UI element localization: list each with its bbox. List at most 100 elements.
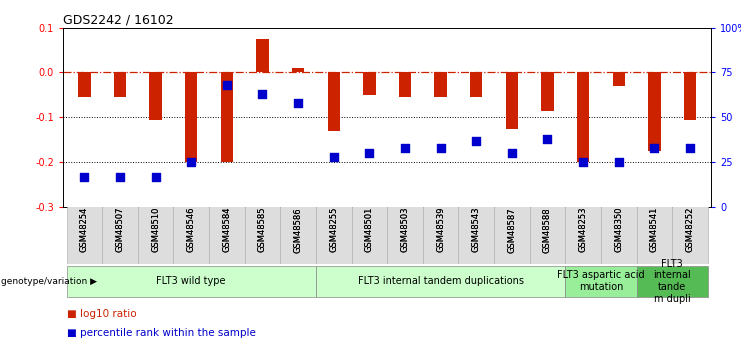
- Text: GSM48255: GSM48255: [329, 207, 338, 253]
- Text: GSM48543: GSM48543: [472, 207, 481, 253]
- Point: [648, 145, 660, 150]
- Bar: [209, 204, 245, 264]
- Bar: [470, 72, 482, 97]
- Text: GSM48541: GSM48541: [650, 207, 659, 253]
- Bar: [316, 204, 351, 264]
- Text: GSM48510: GSM48510: [151, 207, 160, 253]
- Bar: [256, 39, 269, 72]
- Bar: [173, 204, 209, 264]
- Bar: [138, 204, 173, 264]
- Text: GSM48585: GSM48585: [258, 207, 267, 253]
- Text: GSM48252: GSM48252: [685, 207, 694, 253]
- Text: GSM48253: GSM48253: [579, 207, 588, 253]
- Point: [292, 100, 304, 106]
- Text: GSM48587: GSM48587: [508, 207, 516, 253]
- Text: FLT3 aspartic acid
mutation: FLT3 aspartic acid mutation: [557, 270, 645, 292]
- Text: GSM48584: GSM48584: [222, 207, 231, 253]
- Text: GSM48254: GSM48254: [80, 207, 89, 253]
- Point: [506, 150, 518, 156]
- Point: [328, 154, 339, 159]
- Bar: [637, 204, 672, 264]
- Bar: [505, 72, 518, 128]
- Point: [542, 136, 554, 141]
- Text: GSM48501: GSM48501: [365, 207, 374, 253]
- Bar: [565, 204, 601, 264]
- Text: GSM48253: GSM48253: [579, 207, 588, 253]
- Bar: [672, 204, 708, 264]
- Text: FLT3 wild type: FLT3 wild type: [156, 276, 226, 286]
- Text: GSM48507: GSM48507: [116, 207, 124, 253]
- Point: [185, 159, 197, 165]
- Bar: [565, 266, 637, 297]
- Text: GSM48541: GSM48541: [650, 207, 659, 253]
- Text: GSM48255: GSM48255: [329, 207, 338, 253]
- Bar: [328, 72, 340, 131]
- Text: ■ percentile rank within the sample: ■ percentile rank within the sample: [67, 328, 256, 338]
- Bar: [351, 204, 387, 264]
- Bar: [684, 72, 697, 119]
- Point: [79, 174, 90, 179]
- Text: GSM48588: GSM48588: [543, 207, 552, 253]
- Bar: [292, 68, 305, 72]
- Bar: [78, 72, 90, 97]
- Bar: [150, 72, 162, 119]
- Bar: [399, 72, 411, 97]
- Text: GSM48254: GSM48254: [80, 207, 89, 253]
- Bar: [387, 204, 423, 264]
- Text: GSM48510: GSM48510: [151, 207, 160, 253]
- Text: GSM48587: GSM48587: [508, 207, 516, 253]
- Bar: [245, 204, 280, 264]
- Text: GSM48585: GSM48585: [258, 207, 267, 253]
- Text: GSM48350: GSM48350: [614, 207, 623, 253]
- Point: [577, 159, 589, 165]
- Point: [613, 159, 625, 165]
- Text: GSM48588: GSM48588: [543, 207, 552, 253]
- Text: GSM48501: GSM48501: [365, 207, 374, 253]
- Text: ■ log10 ratio: ■ log10 ratio: [67, 309, 136, 319]
- Bar: [102, 204, 138, 264]
- Bar: [601, 204, 637, 264]
- Text: GSM48543: GSM48543: [472, 207, 481, 253]
- Text: GSM48350: GSM48350: [614, 207, 623, 253]
- Text: GSM48539: GSM48539: [436, 207, 445, 253]
- Bar: [530, 204, 565, 264]
- Bar: [648, 72, 660, 151]
- Bar: [459, 204, 494, 264]
- Bar: [541, 72, 554, 110]
- Text: GDS2242 / 16102: GDS2242 / 16102: [63, 13, 173, 27]
- Point: [114, 174, 126, 179]
- Bar: [221, 72, 233, 162]
- Point: [471, 138, 482, 144]
- Point: [150, 174, 162, 179]
- Text: GSM48539: GSM48539: [436, 207, 445, 253]
- Point: [256, 91, 268, 97]
- Text: FLT3
internal
tande
m dupli: FLT3 internal tande m dupli: [654, 259, 691, 304]
- Bar: [67, 266, 316, 297]
- Bar: [434, 72, 447, 97]
- Text: FLT3 internal tandem duplications: FLT3 internal tandem duplications: [358, 276, 524, 286]
- Text: GSM48503: GSM48503: [400, 207, 410, 253]
- Bar: [185, 72, 197, 162]
- Text: GSM48586: GSM48586: [293, 207, 302, 253]
- Bar: [577, 72, 589, 162]
- Text: GSM48546: GSM48546: [187, 207, 196, 253]
- Point: [221, 82, 233, 88]
- Point: [399, 145, 411, 150]
- Bar: [637, 266, 708, 297]
- Text: GSM48546: GSM48546: [187, 207, 196, 253]
- Bar: [67, 204, 102, 264]
- Text: GSM48252: GSM48252: [685, 207, 694, 253]
- Bar: [423, 204, 459, 264]
- Text: genotype/variation ▶: genotype/variation ▶: [1, 277, 97, 286]
- Text: GSM48503: GSM48503: [400, 207, 410, 253]
- Bar: [613, 72, 625, 86]
- Point: [435, 145, 447, 150]
- Point: [684, 145, 696, 150]
- Text: GSM48507: GSM48507: [116, 207, 124, 253]
- Point: [363, 150, 375, 156]
- Bar: [363, 72, 376, 95]
- Text: GSM48586: GSM48586: [293, 207, 302, 253]
- Bar: [316, 266, 565, 297]
- Bar: [494, 204, 530, 264]
- Bar: [280, 204, 316, 264]
